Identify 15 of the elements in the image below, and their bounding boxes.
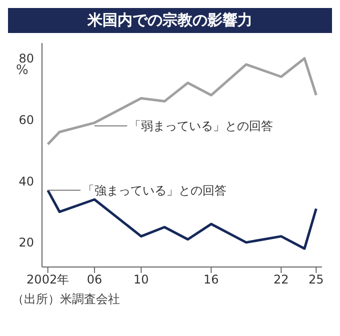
y-tick-label: 60	[18, 112, 34, 127]
line-series	[46, 57, 318, 146]
text: （出所）米調査会社	[11, 291, 121, 308]
x-tick-label: 06	[86, 272, 102, 287]
x-tick-label: 22	[274, 272, 289, 287]
annotation: 「弱まっている」との回答	[129, 119, 274, 134]
x-tick-label: 2002年	[26, 272, 70, 287]
y-tick-label: 20	[18, 236, 34, 250]
x-tick-label: 10	[134, 272, 149, 287]
annotation: 「強まっている」との回答	[82, 184, 226, 198]
chart-title: 米国内での宗教の影響力	[8, 8, 332, 33]
x-tick-label: 25	[308, 272, 324, 287]
y-axis-title: %	[16, 63, 28, 78]
y-tick-label: 40	[18, 174, 34, 188]
x-tick-label: 16	[204, 272, 219, 287]
